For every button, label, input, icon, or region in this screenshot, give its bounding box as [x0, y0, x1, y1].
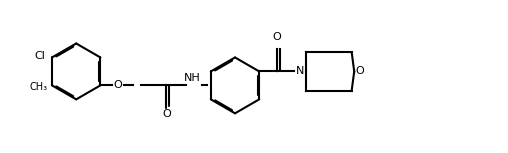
Text: NH: NH	[183, 73, 200, 83]
Text: O: O	[162, 109, 171, 119]
Text: N: N	[296, 66, 304, 76]
Text: Cl: Cl	[35, 51, 46, 61]
Text: CH₃: CH₃	[29, 82, 47, 92]
Text: O: O	[273, 32, 281, 43]
Text: O: O	[114, 80, 122, 90]
Text: O: O	[355, 66, 364, 76]
